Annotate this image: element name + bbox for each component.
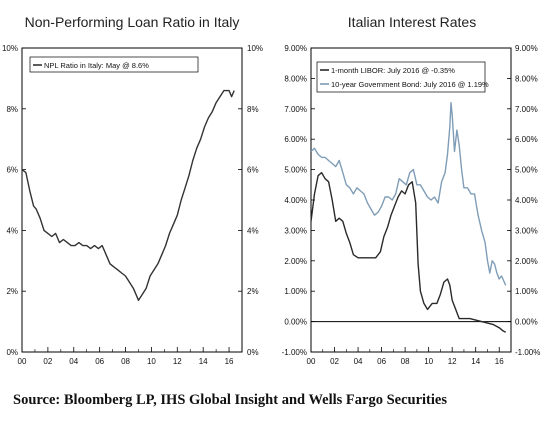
y-tick-label-left: 8%	[6, 105, 18, 114]
y-tick-label-right: 2%	[247, 287, 259, 296]
x-tick-label: 02	[330, 357, 339, 366]
y-tick-label-right: 4%	[247, 226, 259, 235]
y-tick-label-left: 7.00%	[284, 105, 307, 114]
y-tick-label-right: 6.00%	[515, 135, 538, 144]
y-tick-label-right: 4.00%	[515, 196, 538, 205]
legend-label: 10-year Government Bond: July 2016 @ 1.1…	[331, 80, 489, 89]
y-tick-label-right: 8.00%	[515, 74, 538, 83]
y-tick-label-left: 5.00%	[284, 166, 307, 175]
y-tick-label-left: 9.00%	[284, 44, 307, 53]
y-tick-label-left: 0%	[6, 348, 18, 357]
y-tick-label-right: 10%	[247, 44, 263, 53]
legend-box	[316, 61, 486, 93]
legend-label: NPL Ratio in Italy: May @ 8.6%	[44, 61, 149, 70]
y-tick-label-left: 3.00%	[284, 226, 307, 235]
x-tick-label: 14	[471, 357, 480, 366]
y-tick-label-left: 2%	[6, 287, 18, 296]
chart-panel-1: Non-Performing Loan Ratio in Italy 0% 0% 2%…	[2, 14, 263, 366]
x-tick-label: 04	[354, 357, 363, 366]
x-tick-label: 06	[95, 357, 104, 366]
series-line-2	[310, 101, 507, 286]
y-tick-label-right: 1.00%	[515, 287, 538, 296]
x-tick-label: 12	[448, 357, 457, 366]
plot-frame	[21, 47, 243, 353]
y-tick-label-left: 4%	[6, 226, 18, 235]
y-tick-label-left: 6%	[6, 166, 18, 175]
chart-title: Italian Interest Rates	[348, 14, 476, 30]
y-tick-label-left: 4.00%	[284, 196, 307, 205]
x-tick-label: 00	[307, 357, 316, 366]
y-tick-label-right: 0.00%	[515, 318, 538, 327]
y-tick-label-left: 6.00%	[284, 135, 307, 144]
chart-title: Non-Performing Loan Ratio in Italy	[25, 14, 240, 30]
y-tick-label-left: 8.00%	[284, 74, 307, 83]
x-tick-label: 12	[173, 357, 182, 366]
x-tick-label: 14	[199, 357, 208, 366]
legend-box	[29, 56, 199, 73]
y-tick-label-right: 0%	[247, 348, 259, 357]
x-tick-label: 02	[43, 357, 52, 366]
y-tick-label-left: 0.00%	[284, 318, 307, 327]
x-tick-label: 10	[147, 357, 156, 366]
y-tick-label-right: 9.00%	[515, 44, 538, 53]
y-tick-label-right: 6%	[247, 166, 259, 175]
y-tick-label-right: 3.00%	[515, 226, 538, 235]
x-tick-label: 06	[377, 357, 386, 366]
y-tick-label-right: 2.00%	[515, 257, 538, 266]
x-tick-label: 08	[121, 357, 130, 366]
legend-label: 1-month LIBOR: July 2016 @ -0.35%	[331, 66, 455, 75]
y-tick-label-left: 1.00%	[284, 287, 307, 296]
source-note: Source: Bloomberg LP, IHS Global Insight…	[13, 392, 447, 408]
y-tick-label-left: 10%	[2, 44, 18, 53]
y-tick-label-right: 5.00%	[515, 166, 538, 175]
x-tick-label: 16	[495, 357, 504, 366]
x-tick-label: 04	[69, 357, 78, 366]
x-tick-label: 00	[18, 357, 27, 366]
series-line-1	[310, 171, 507, 333]
x-tick-label: 08	[401, 357, 410, 366]
chart-panel-2: Italian Interest Rates -1.00% -1.00% 0.00% 0…	[282, 14, 541, 366]
plot-frame	[310, 47, 512, 353]
x-tick-label: 10	[424, 357, 433, 366]
series-line-1	[21, 89, 235, 301]
y-tick-label-left: 2.00%	[284, 257, 307, 266]
x-tick-label: 16	[225, 357, 234, 366]
y-tick-label-right: 8%	[247, 105, 259, 114]
y-tick-label-left: -1.00%	[282, 348, 307, 357]
y-tick-label-right: -1.00%	[515, 348, 540, 357]
y-tick-label-right: 7.00%	[515, 105, 538, 114]
